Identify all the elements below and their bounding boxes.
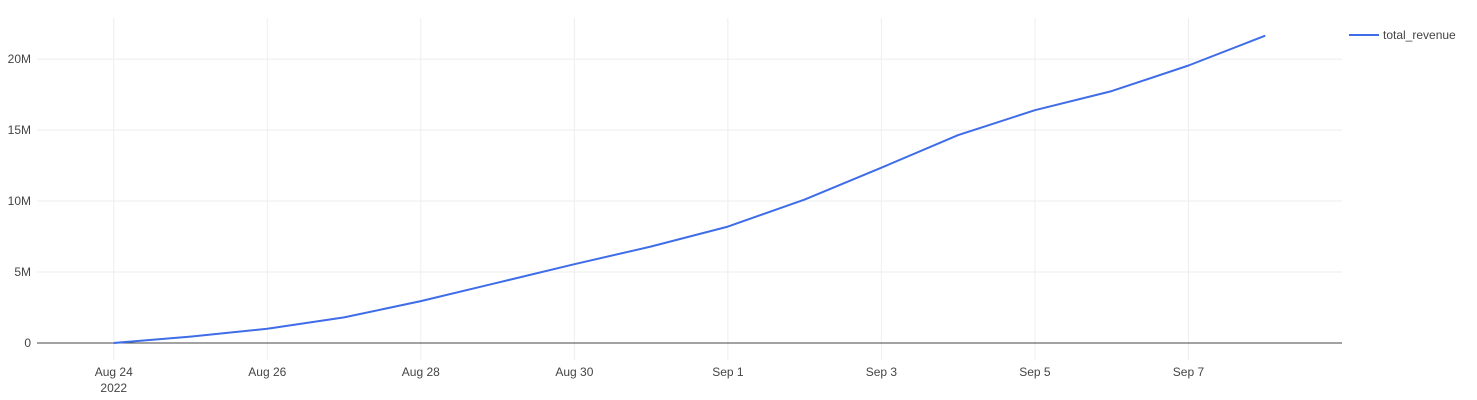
y-tick-label: 15M [8, 123, 31, 137]
x-tick-label: Sep 3 [866, 365, 898, 379]
y-tick-label: 10M [8, 194, 31, 208]
x-tick-label: Aug 26 [248, 365, 286, 379]
x-tick-sublabel: 2022 [100, 381, 127, 395]
y-tick-label: 0 [24, 336, 31, 350]
series-line-total-revenue [113, 34, 1266, 344]
legend[interactable]: total_revenue [1349, 28, 1456, 42]
x-tick-label: Sep 1 [712, 365, 744, 379]
y-tick-label: 20M [8, 52, 31, 66]
x-tick-label: Aug 28 [402, 365, 440, 379]
y-tick-label: 5M [14, 265, 31, 279]
x-tick-label: Sep 7 [1173, 365, 1205, 379]
x-tick-label: Aug 24 [95, 365, 133, 379]
legend-label[interactable]: total_revenue [1383, 28, 1456, 42]
x-tick-label: Aug 30 [555, 365, 593, 379]
x-tick-label: Sep 5 [1019, 365, 1051, 379]
